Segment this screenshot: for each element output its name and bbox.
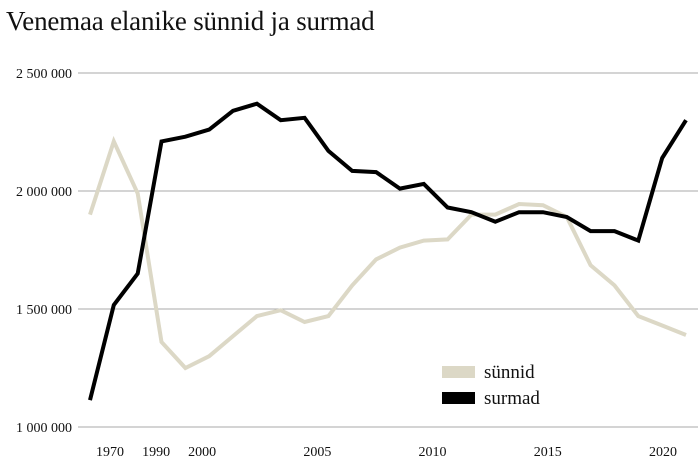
legend-swatch-sünnid (442, 366, 475, 378)
y-tick-label: 1 000 000 (16, 421, 72, 436)
y-tick-label: 2 000 000 (16, 185, 72, 200)
x-tick-label: 1990 (142, 445, 170, 460)
chart-title: Venemaa elanike sünnid ja surmad (6, 6, 375, 36)
series-line-sünnid (88, 135, 687, 371)
x-tick-label: 1970 (96, 445, 124, 460)
legend-label-sünnid: sünnid (484, 362, 535, 383)
y-tick-label: 2 500 000 (16, 67, 72, 82)
y-tick-label: 1 500 000 (16, 303, 72, 318)
x-tick-label: 2010 (419, 445, 447, 460)
series-line-surmad (88, 101, 688, 401)
x-tick-label: 2000 (188, 445, 216, 460)
x-tick-label: 2020 (649, 445, 677, 460)
x-tick-label: 2015 (534, 445, 562, 460)
x-tick-label: 2005 (303, 445, 331, 460)
legend-swatch-surmad (442, 392, 475, 404)
legend-label-surmad: surmad (484, 388, 540, 409)
